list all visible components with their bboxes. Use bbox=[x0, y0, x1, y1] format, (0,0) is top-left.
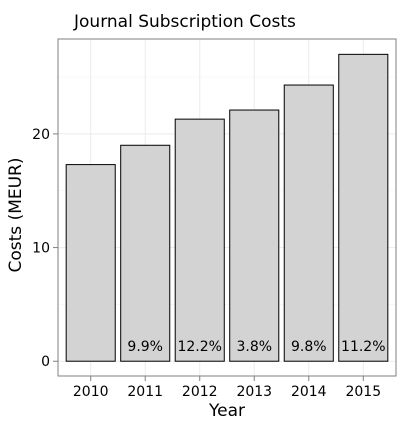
bar-label-2015: 11.2% bbox=[341, 339, 385, 355]
plot-area: 9.9% 12.2% 3.8% 9.8% 11.2% 0 10 20 2010 2011 2012 2… bbox=[32, 38, 397, 400]
y-axis-label: Costs (MEUR) bbox=[6, 158, 26, 273]
x-tick-label: 2014 bbox=[291, 384, 327, 400]
x-tick-label: 2012 bbox=[182, 384, 218, 400]
plot-border bbox=[57, 38, 397, 377]
bar-2010 bbox=[65, 164, 116, 362]
bar-label-2013: 3.8% bbox=[236, 339, 272, 355]
bar-2015 bbox=[338, 53, 389, 362]
y-tick-label: 10 bbox=[32, 241, 50, 257]
bar-label-2012: 12.2% bbox=[177, 339, 221, 355]
bar-2011 bbox=[120, 144, 171, 362]
y-tick-label: 0 bbox=[41, 354, 50, 370]
bar-2014 bbox=[283, 84, 334, 362]
x-axis-label: Year bbox=[208, 401, 245, 421]
y-tick-label: 20 bbox=[32, 127, 50, 143]
bar-label-2011: 9.9% bbox=[127, 339, 163, 355]
bar-2013 bbox=[229, 109, 280, 362]
x-tick-label: 2015 bbox=[345, 384, 381, 400]
x-tick-label: 2010 bbox=[73, 384, 109, 400]
bar-label-2014: 9.8% bbox=[291, 339, 327, 355]
x-tick-label: 2013 bbox=[236, 384, 272, 400]
chart-title: Journal Subscription Costs bbox=[73, 12, 296, 32]
x-tick-label: 2011 bbox=[127, 384, 163, 400]
bar-2012 bbox=[174, 118, 225, 362]
